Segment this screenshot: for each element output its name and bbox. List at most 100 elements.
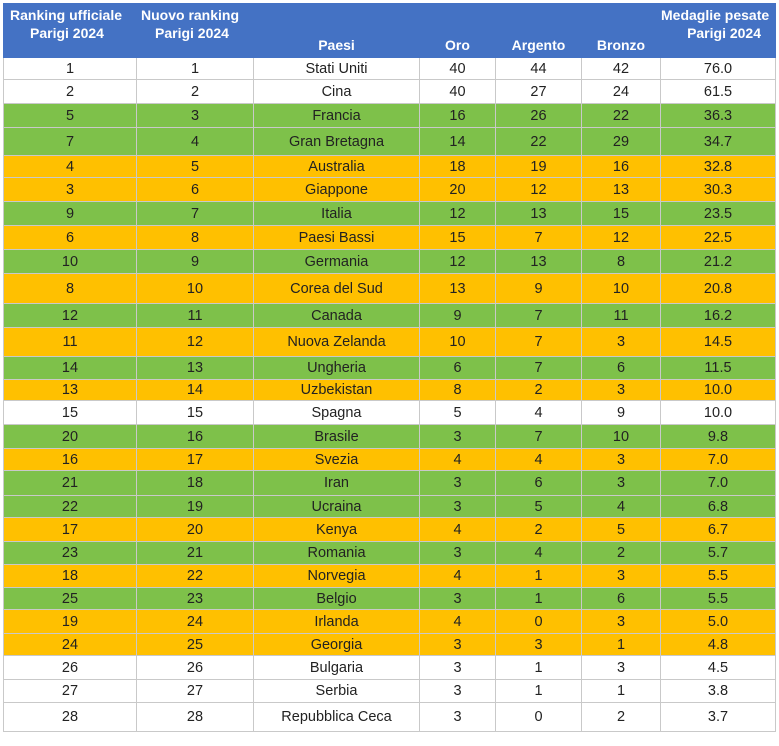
cell-oro: 12 bbox=[419, 201, 496, 226]
cell-paese: Bulgaria bbox=[253, 655, 420, 680]
cell-nuovo-ranking: 7 bbox=[136, 201, 254, 226]
cell-paese: Canada bbox=[253, 303, 420, 328]
table-row: 14 13 Ungheria 6 7 6 11.5 bbox=[3, 356, 776, 380]
table-row: 21 18 Iran 3 6 3 7.0 bbox=[3, 470, 776, 496]
cell-oro: 8 bbox=[419, 379, 496, 401]
cell-bronzo: 22 bbox=[581, 103, 661, 128]
table-row: 3 6 Giappone 20 12 13 30.3 bbox=[3, 177, 776, 202]
cell-nuovo-ranking: 15 bbox=[136, 400, 254, 425]
cell-ranking-ufficiale: 18 bbox=[3, 564, 137, 588]
cell-medaglie-pesate: 6.8 bbox=[660, 495, 776, 518]
cell-nuovo-ranking: 20 bbox=[136, 517, 254, 542]
cell-ranking-ufficiale: 9 bbox=[3, 201, 137, 226]
cell-medaglie-pesate: 11.5 bbox=[660, 356, 776, 380]
cell-ranking-ufficiale: 10 bbox=[3, 249, 137, 274]
table-row: 27 27 Serbia 3 1 1 3.8 bbox=[3, 679, 776, 703]
cell-paese: Ucraina bbox=[253, 495, 420, 518]
cell-ranking-ufficiale: 1 bbox=[3, 57, 137, 80]
table-row: 7 4 Gran Bretagna 14 22 29 34.7 bbox=[3, 127, 776, 156]
cell-oro: 40 bbox=[419, 79, 496, 104]
cell-ranking-ufficiale: 13 bbox=[3, 379, 137, 401]
cell-argento: 22 bbox=[495, 127, 582, 156]
cell-nuovo-ranking: 3 bbox=[136, 103, 254, 128]
medal-ranking-table-container: Ranking ufficiale Parigi 2024 Nuovo rank… bbox=[3, 3, 776, 732]
cell-bronzo: 6 bbox=[581, 587, 661, 610]
cell-paese: Gran Bretagna bbox=[253, 127, 420, 156]
cell-medaglie-pesate: 61.5 bbox=[660, 79, 776, 104]
cell-argento: 13 bbox=[495, 249, 582, 274]
header-medaglie-pesate-line1: Medaglie pesate bbox=[661, 7, 770, 23]
cell-paese: Brasile bbox=[253, 424, 420, 449]
table-row: 8 10 Corea del Sud 13 9 10 20.8 bbox=[3, 273, 776, 304]
cell-paese: Australia bbox=[253, 155, 420, 178]
cell-medaglie-pesate: 30.3 bbox=[660, 177, 776, 202]
cell-nuovo-ranking: 8 bbox=[136, 225, 254, 250]
table-row: 26 26 Bulgaria 3 1 3 4.5 bbox=[3, 655, 776, 680]
cell-bronzo: 15 bbox=[581, 201, 661, 226]
table-row: 12 11 Canada 9 7 11 16.2 bbox=[3, 303, 776, 328]
cell-medaglie-pesate: 5.5 bbox=[660, 587, 776, 610]
cell-bronzo: 3 bbox=[581, 609, 661, 634]
table-row: 25 23 Belgio 3 1 6 5.5 bbox=[3, 587, 776, 610]
table-row: 13 14 Uzbekistan 8 2 3 10.0 bbox=[3, 379, 776, 401]
cell-argento: 7 bbox=[495, 424, 582, 449]
cell-medaglie-pesate: 10.0 bbox=[660, 379, 776, 401]
table-row: 1 1 Stati Uniti 40 44 42 76.0 bbox=[3, 57, 776, 80]
header-nuovo-ranking: Nuovo ranking Parigi 2024 bbox=[136, 3, 254, 58]
cell-argento: 3 bbox=[495, 633, 582, 656]
header-oro-label: Oro bbox=[445, 37, 470, 53]
header-ranking-ufficiale-line2: Parigi 2024 bbox=[30, 25, 104, 41]
header-paesi: Paesi bbox=[253, 3, 420, 58]
cell-bronzo: 3 bbox=[581, 470, 661, 496]
cell-medaglie-pesate: 6.7 bbox=[660, 517, 776, 542]
cell-oro: 18 bbox=[419, 155, 496, 178]
header-bronzo: Bronzo bbox=[581, 3, 661, 58]
cell-medaglie-pesate: 9.8 bbox=[660, 424, 776, 449]
cell-medaglie-pesate: 14.5 bbox=[660, 327, 776, 357]
cell-nuovo-ranking: 14 bbox=[136, 379, 254, 401]
cell-nuovo-ranking: 9 bbox=[136, 249, 254, 274]
cell-argento: 1 bbox=[495, 655, 582, 680]
cell-ranking-ufficiale: 8 bbox=[3, 273, 137, 304]
cell-paese: Germania bbox=[253, 249, 420, 274]
cell-nuovo-ranking: 1 bbox=[136, 57, 254, 80]
cell-nuovo-ranking: 11 bbox=[136, 303, 254, 328]
cell-paese: Belgio bbox=[253, 587, 420, 610]
table-row: 24 25 Georgia 3 3 1 4.8 bbox=[3, 633, 776, 656]
cell-bronzo: 12 bbox=[581, 225, 661, 250]
cell-argento: 12 bbox=[495, 177, 582, 202]
cell-paese: Ungheria bbox=[253, 356, 420, 380]
table-row: 6 8 Paesi Bassi 15 7 12 22.5 bbox=[3, 225, 776, 250]
cell-paese: Kenya bbox=[253, 517, 420, 542]
cell-nuovo-ranking: 2 bbox=[136, 79, 254, 104]
cell-paese: Norvegia bbox=[253, 564, 420, 588]
cell-ranking-ufficiale: 28 bbox=[3, 702, 137, 732]
cell-bronzo: 13 bbox=[581, 177, 661, 202]
cell-medaglie-pesate: 10.0 bbox=[660, 400, 776, 425]
cell-paese: Georgia bbox=[253, 633, 420, 656]
cell-medaglie-pesate: 4.8 bbox=[660, 633, 776, 656]
cell-oro: 3 bbox=[419, 655, 496, 680]
cell-paese: Italia bbox=[253, 201, 420, 226]
header-nuovo-ranking-line2: Parigi 2024 bbox=[155, 25, 229, 41]
cell-ranking-ufficiale: 22 bbox=[3, 495, 137, 518]
cell-medaglie-pesate: 7.0 bbox=[660, 470, 776, 496]
cell-bronzo: 5 bbox=[581, 517, 661, 542]
table-row: 4 5 Australia 18 19 16 32.8 bbox=[3, 155, 776, 178]
cell-bronzo: 10 bbox=[581, 424, 661, 449]
cell-oro: 3 bbox=[419, 702, 496, 732]
cell-paese: Serbia bbox=[253, 679, 420, 703]
cell-bronzo: 9 bbox=[581, 400, 661, 425]
cell-paese: Spagna bbox=[253, 400, 420, 425]
cell-oro: 5 bbox=[419, 400, 496, 425]
cell-ranking-ufficiale: 23 bbox=[3, 541, 137, 565]
cell-bronzo: 3 bbox=[581, 379, 661, 401]
table-row: 28 28 Repubblica Ceca 3 0 2 3.7 bbox=[3, 702, 776, 732]
cell-bronzo: 3 bbox=[581, 448, 661, 471]
cell-oro: 4 bbox=[419, 448, 496, 471]
cell-ranking-ufficiale: 2 bbox=[3, 79, 137, 104]
cell-nuovo-ranking: 5 bbox=[136, 155, 254, 178]
cell-medaglie-pesate: 16.2 bbox=[660, 303, 776, 328]
cell-oro: 3 bbox=[419, 679, 496, 703]
cell-oro: 15 bbox=[419, 225, 496, 250]
